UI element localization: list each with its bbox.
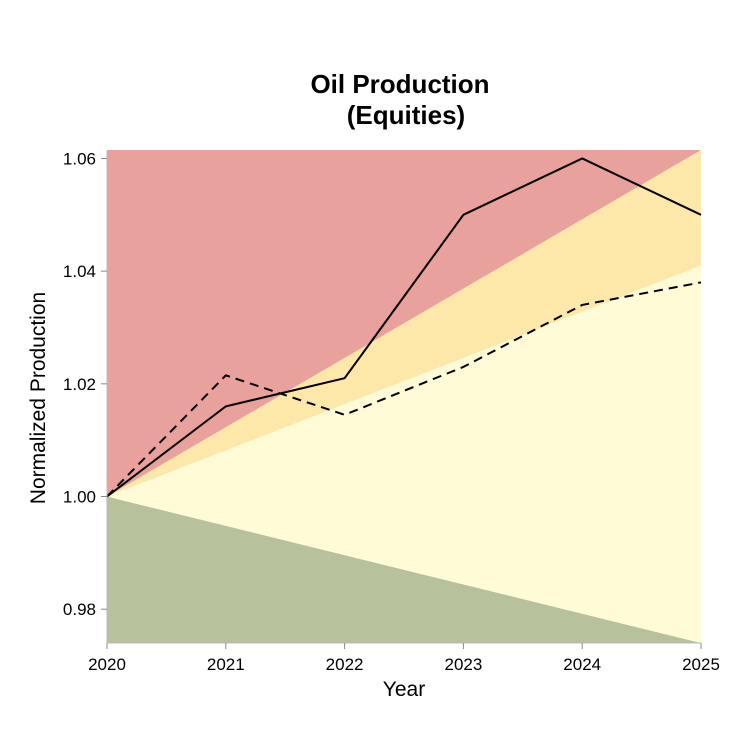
x-axis-label: Year — [383, 678, 425, 701]
band-1 — [107, 496, 701, 643]
chart-title-line-1: Oil Production — [310, 69, 489, 99]
axes-group: 0.98 1.00 1.02 1.04 1.06 2020 2021 2022 2023 2024… — [63, 149, 720, 674]
chart-title: Oil Production (Equities) — [310, 69, 489, 130]
y-tick-label: 1.06 — [63, 149, 96, 168]
y-tick-label: 0.98 — [63, 600, 96, 619]
bands-group — [107, 150, 701, 643]
x-tick-label: 2021 — [207, 655, 245, 674]
band-2 — [107, 265, 701, 643]
x-tick-label: 2025 — [682, 655, 720, 674]
x-tick-label: 2024 — [563, 655, 601, 674]
band-3 — [107, 150, 701, 497]
band-4 — [107, 150, 701, 497]
y-tick-label: 1.00 — [63, 488, 96, 507]
x-tick-label: 2023 — [444, 655, 482, 674]
y-tick-label: 1.02 — [63, 375, 96, 394]
series-line-dashed — [106, 281, 702, 498]
x-tick-label: 2022 — [326, 655, 364, 674]
series-line-solid — [106, 157, 702, 498]
x-tick-label: 2020 — [88, 655, 126, 674]
series-group — [106, 157, 702, 498]
y-axis-label: Normalized Production — [27, 292, 50, 504]
chart-title-line-2: (Equities) — [347, 100, 465, 130]
y-tick-label: 1.04 — [63, 262, 96, 281]
